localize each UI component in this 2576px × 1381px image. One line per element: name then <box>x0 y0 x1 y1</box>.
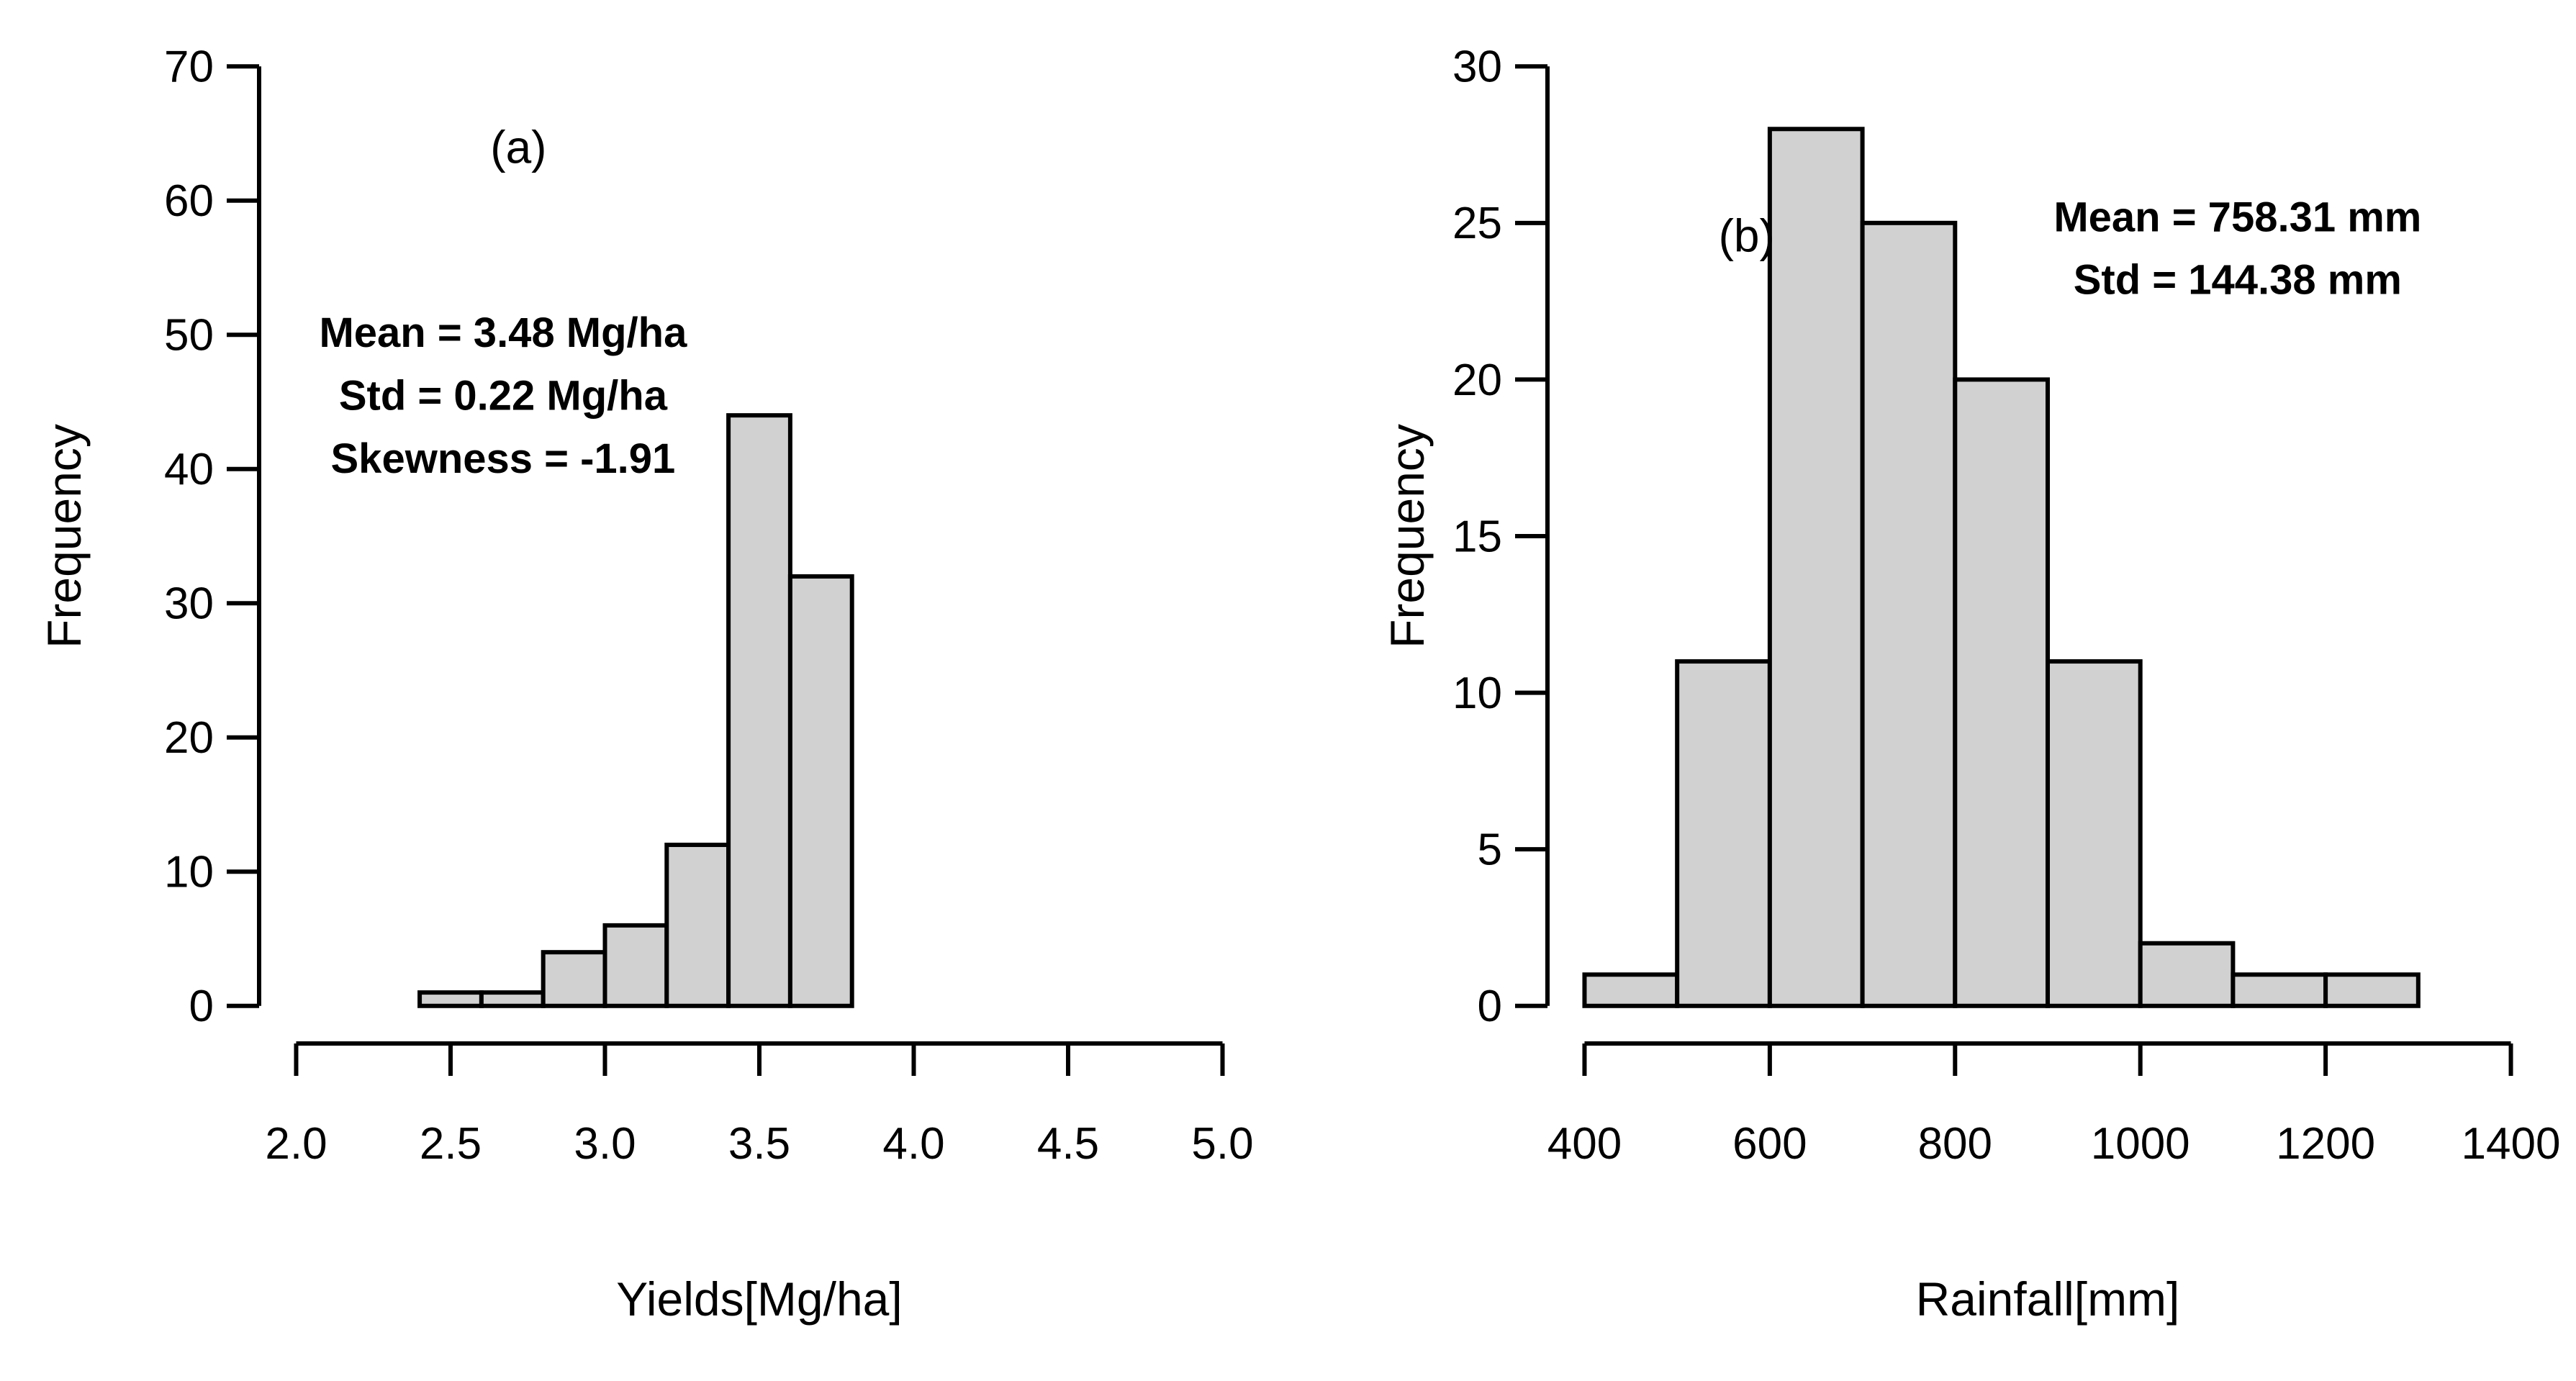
y-tick-label: 10 <box>1452 669 1502 718</box>
x-tick-label: 4.5 <box>1037 1119 1099 1169</box>
x-tick-label: 4.0 <box>882 1119 944 1169</box>
histogram-bar <box>1860 220 1958 1008</box>
y-tick-label: 50 <box>164 311 214 361</box>
y-tick-label: 20 <box>1452 356 1502 405</box>
x-tick-label: 1000 <box>2091 1119 2190 1169</box>
y-tick-label: 5 <box>1478 825 1502 875</box>
histogram-bar <box>2323 972 2421 1008</box>
y-tick-label: 0 <box>189 982 214 1031</box>
x-tick-label: 1200 <box>2276 1119 2375 1169</box>
panel-a: 0 10 20 30 40 50 60 70 2.0 2.5 3.0 3.5 4.0 4.5 5.0 Yiel… <box>37 42 1254 1326</box>
histogram-bar <box>602 923 669 1008</box>
x-tick-label: 400 <box>1547 1119 1622 1169</box>
histogram-bar <box>2231 972 2328 1008</box>
histogram-bar <box>2046 659 2143 1008</box>
histogram-bar <box>2138 941 2236 1008</box>
panel-label: (a) <box>490 122 546 173</box>
panel-b: 0 5 10 15 20 25 30 400 600 800 1000 1200 1400 Rainfal… <box>1380 42 2560 1326</box>
x-tick-label: 3.0 <box>574 1119 636 1169</box>
histogram-bar <box>1675 659 1772 1008</box>
histogram-bar <box>479 990 546 1008</box>
y-tick-label: 30 <box>164 579 214 629</box>
annotation-text: Mean = 3.48 Mg/ha <box>319 309 687 356</box>
y-tick-label: 70 <box>164 42 214 92</box>
x-tick-label: 3.5 <box>728 1119 790 1169</box>
y-tick-label: 20 <box>164 713 214 763</box>
y-tick-label: 30 <box>1452 42 1502 92</box>
x-tick-label: 1400 <box>2462 1119 2561 1169</box>
histogram-bar <box>664 842 731 1008</box>
y-tick-label: 15 <box>1452 512 1502 561</box>
histogram-bar <box>1582 972 1680 1008</box>
annotation-text: Std = 144.38 mm <box>2074 256 2402 303</box>
histogram-bar <box>417 990 484 1008</box>
x-tick-label: 600 <box>1732 1119 1807 1169</box>
histogram-bar <box>726 413 792 1008</box>
histogram-bar <box>787 574 854 1008</box>
panel-label: (b) <box>1719 210 1775 262</box>
x-tick-label: 800 <box>1918 1119 1992 1169</box>
x-axis-title: Rainfall[mm] <box>1916 1272 2180 1326</box>
y-tick-label: 0 <box>1478 982 1502 1031</box>
y-axis-title: Frequency <box>1380 424 1434 648</box>
annotation-text: Skewness = -1.91 <box>331 435 676 482</box>
x-tick-label: 2.5 <box>420 1119 482 1169</box>
x-tick-label: 5.0 <box>1191 1119 1253 1169</box>
y-axis-title: Frequency <box>37 424 91 648</box>
annotation-text: Mean = 758.31 mm <box>2053 194 2421 240</box>
y-tick-label: 10 <box>164 848 214 897</box>
x-tick-label: 2.0 <box>265 1119 327 1169</box>
histogram-bar <box>541 950 607 1008</box>
annotation-text: Std = 0.22 Mg/ha <box>339 372 668 419</box>
y-tick-label: 25 <box>1452 199 1502 248</box>
y-tick-label: 60 <box>164 176 214 226</box>
x-axis-title: Yields[Mg/ha] <box>616 1272 902 1326</box>
y-tick-label: 40 <box>164 445 214 494</box>
histogram-bar <box>1767 127 1865 1008</box>
histogram-bar <box>1953 377 2051 1008</box>
